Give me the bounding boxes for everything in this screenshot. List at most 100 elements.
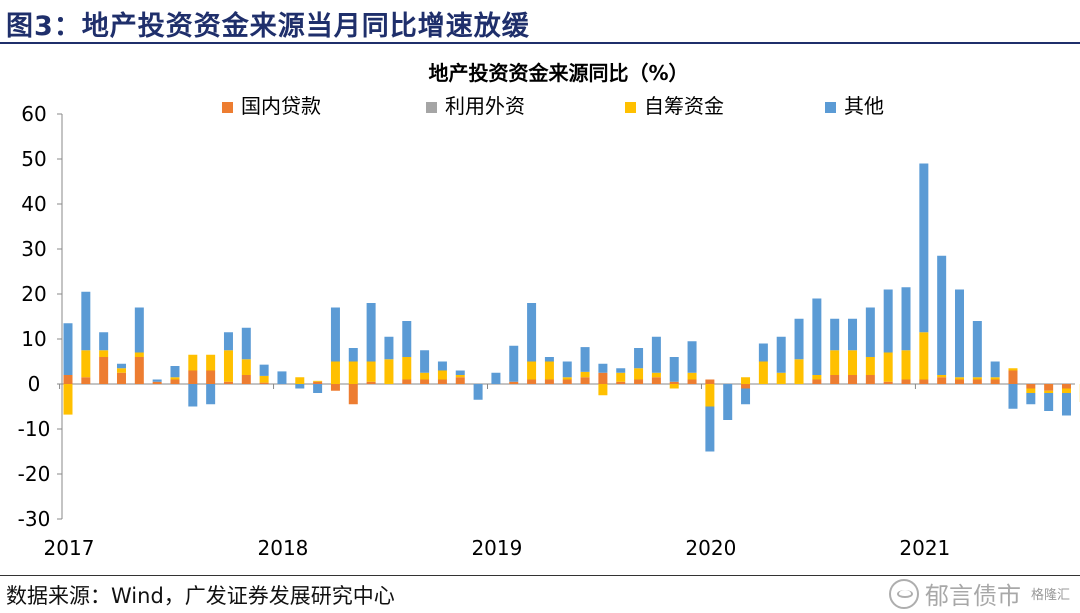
bar-segment [188,354,198,371]
legend-swatch [825,102,836,113]
bar-segment [990,377,1000,380]
bar-segment [170,379,180,384]
x-tick-label: 2018 [258,536,309,560]
bar-segment [99,332,109,351]
bar-segment [848,375,858,384]
bar-segment [259,375,269,383]
bar-segment [544,361,554,380]
bar-segment [295,384,305,389]
bar-segment [313,384,323,393]
bar-segment [1044,393,1054,411]
bar-segment [223,350,233,382]
bar-segment [634,368,644,380]
bar-segment [687,341,697,373]
bar-segment [437,361,447,371]
bar-segment [830,350,840,375]
bar-segment [313,380,323,382]
y-tick-label: 0 [28,372,41,396]
bar-segment [527,361,537,380]
bar-segment [1061,384,1071,389]
bar-segment [883,381,893,384]
bar-segment [366,361,376,382]
legend-label: 其他 [844,94,884,118]
y-tick-label: -30 [18,507,51,531]
bar-segment [134,307,144,353]
bar-segment [206,354,216,371]
bar-segment [241,359,251,375]
bar-segment [830,375,840,384]
bar-segment [812,298,822,375]
bar-segment [527,303,537,362]
bar-segment [1061,388,1071,393]
bar-segment [741,388,751,405]
bar-segment [206,370,216,384]
bar-segment [955,289,964,378]
bar-segment [741,377,751,384]
bar-segment [81,291,91,351]
bar-segment [598,363,608,373]
bar-segment [455,375,465,378]
stacked-bar-chart: 地产投资资金来源同比（%） -30 -20 -10 0 10 20 30 40 50 60 2017 2… [18,61,1080,560]
bar-segment [384,336,394,360]
footer-divider [0,575,1080,576]
wechat-icon [888,578,919,609]
bar-segment [937,255,947,375]
bar-segment [972,377,982,380]
bar-segment [705,384,715,407]
bar-segment [669,381,679,384]
bar-segment [776,336,786,373]
figure-header: 图3：地产投资资金来源当月同比增速放缓 [0,0,1080,42]
bar-segment [259,364,269,376]
figure-title: 图3：地产投资资金来源当月同比增速放缓 [6,11,530,42]
bar-segment [63,323,73,375]
bar-segment [241,375,251,384]
bar-segment [687,372,697,380]
bar-segment [1026,393,1036,405]
watermark-name: 郁言债市 [924,582,1021,610]
bar-segment [366,381,376,384]
y-tick-label: 10 [21,327,46,351]
bar-segment [170,366,180,378]
bar-segment [188,370,198,384]
bar-segment [705,379,715,384]
bar-segment [63,375,73,384]
bar-segment [955,379,964,384]
bar-segment [134,352,144,357]
bar-segment [348,348,358,362]
bar-segment [81,377,91,384]
legend-item: 国内贷款 [222,94,321,118]
bar-segment [865,357,875,375]
y-tick-label: -10 [18,417,51,441]
bar-segment [188,384,198,407]
y-tick-label: 40 [21,192,46,216]
bar-segment [669,357,679,382]
bar-segment [901,379,911,384]
y-tick-label: 20 [21,282,46,306]
bar-segment [116,372,126,384]
bar-segment [616,368,626,373]
y-tick-label: -20 [18,462,51,486]
bar-segment [580,347,590,372]
bar-segment [509,381,519,384]
bar-segment [330,361,340,384]
bar-segment [634,379,644,384]
legend-swatch [222,102,233,113]
bar-segment [937,377,947,384]
bar-segment [330,307,340,362]
bar-segment [919,379,929,384]
bar-segment [937,375,947,378]
bar-segment [99,357,109,384]
bar-segment [865,375,875,384]
legend-label: 利用外资 [445,94,525,118]
bar-segment [758,361,768,384]
bar-segment [687,379,697,384]
bar-segment [223,381,233,384]
bar-segment [1044,384,1054,391]
bar-segment [330,384,340,391]
bar-segment [562,361,572,378]
bar-segment [776,372,786,384]
bar-segment [402,379,412,384]
bar-segment [972,379,982,384]
bar-segment [348,384,358,405]
bar-segment [598,372,608,384]
